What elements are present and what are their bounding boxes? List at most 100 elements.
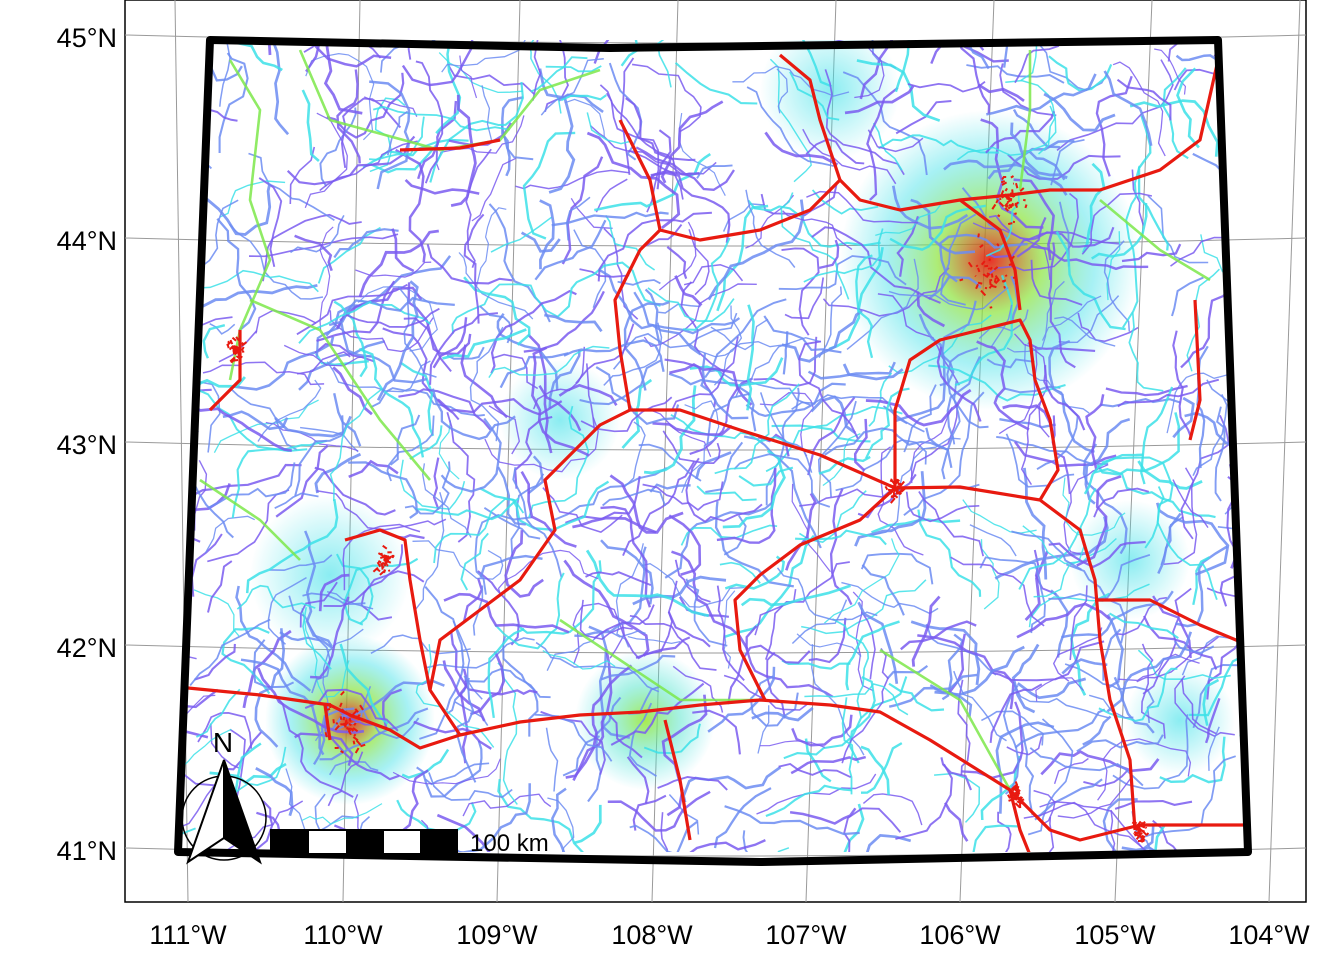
minor-road [999, 418, 1056, 429]
minor-road [704, 298, 787, 379]
minor-road [888, 682, 945, 712]
urban-road [1135, 834, 1141, 841]
minor-road [376, 280, 419, 401]
minor-road [178, 728, 232, 812]
minor-road [749, 675, 799, 727]
minor-road [627, 636, 681, 645]
urban-road [230, 357, 236, 364]
minor-road [599, 84, 678, 175]
minor-road [724, 805, 860, 836]
minor-road [668, 514, 702, 577]
minor-road [254, 628, 286, 748]
urban-road [1131, 821, 1137, 825]
minor-road [194, 643, 236, 681]
road-density-hotspot [250, 495, 410, 655]
minor-road [442, 660, 486, 722]
minor-road [527, 455, 544, 495]
minor-road [997, 811, 1012, 852]
urban-road [989, 306, 993, 309]
urban-road [1144, 826, 1148, 829]
minor-road [940, 213, 977, 306]
minor-road [615, 543, 644, 648]
minor-road [894, 313, 946, 423]
minor-road [564, 98, 605, 138]
urban-road [235, 336, 240, 342]
state-boundary [174, 36, 1252, 866]
minor-road [456, 675, 477, 783]
minor-road [710, 318, 769, 351]
minor-road [804, 683, 909, 716]
minor-road [339, 318, 428, 384]
minor-road [525, 797, 575, 852]
minor-road [727, 644, 811, 705]
minor-road [979, 556, 1046, 634]
minor-road [257, 379, 322, 442]
minor-road [450, 94, 477, 207]
urban-road [1006, 199, 1011, 204]
minor-road [1076, 475, 1122, 567]
urban-road [1019, 187, 1025, 192]
minor-road [301, 89, 320, 162]
minor-road [895, 100, 952, 135]
minor-road [620, 57, 635, 176]
minor-road [318, 573, 350, 612]
minor-road [877, 134, 999, 154]
urban-road [1014, 279, 1018, 285]
minor-road [846, 258, 919, 350]
minor-road [1061, 658, 1108, 675]
minor-road [1108, 612, 1179, 639]
minor-road [1162, 67, 1189, 160]
minor-road [981, 710, 1044, 746]
urban-road [1011, 263, 1014, 267]
minor-road [971, 824, 1020, 852]
minor-road [1172, 479, 1209, 528]
minor-road [716, 585, 745, 682]
minor-road [882, 405, 925, 433]
minor-road [664, 500, 774, 579]
minor-road [1106, 613, 1124, 690]
minor-road [1192, 556, 1210, 606]
minor-road [580, 396, 673, 433]
minor-road [1098, 667, 1178, 722]
minor-road [600, 539, 654, 605]
minor-road [528, 405, 590, 518]
urban-road [1011, 784, 1018, 791]
minor-road [810, 395, 857, 434]
minor-road [682, 766, 782, 803]
graticule-meridian [1114, 0, 1153, 902]
minor-road [986, 73, 1097, 116]
minor-road [714, 383, 800, 475]
minor-road [302, 607, 332, 670]
minor-road [597, 211, 712, 282]
minor-road [487, 627, 525, 719]
minor-road [976, 340, 1030, 431]
minor-road [304, 530, 333, 648]
minor-road [939, 233, 1028, 283]
minor-road [327, 751, 364, 807]
urban-road [977, 281, 983, 285]
minor-road [1095, 75, 1133, 177]
minor-road [674, 62, 758, 105]
minor-road [279, 631, 333, 649]
minor-road [477, 570, 520, 646]
minor-road [631, 63, 702, 133]
minor-road [746, 86, 834, 167]
minor-road [706, 392, 750, 446]
urban-road [354, 708, 359, 713]
minor-road [776, 567, 878, 621]
minor-road [1219, 487, 1248, 607]
urban-road [1008, 263, 1012, 267]
minor-road [759, 392, 815, 457]
minor-road [824, 69, 905, 176]
minor-road [401, 748, 450, 779]
minor-road [936, 346, 982, 422]
lon-label-109: 109°W [456, 920, 538, 950]
minor-road [724, 555, 786, 590]
minor-road [1069, 585, 1088, 661]
minor-road [1152, 595, 1192, 659]
urban-road [1004, 207, 1009, 212]
urban-road [1135, 826, 1141, 831]
urban-road [352, 740, 356, 745]
minor-road [910, 407, 953, 484]
minor-road [326, 72, 405, 139]
